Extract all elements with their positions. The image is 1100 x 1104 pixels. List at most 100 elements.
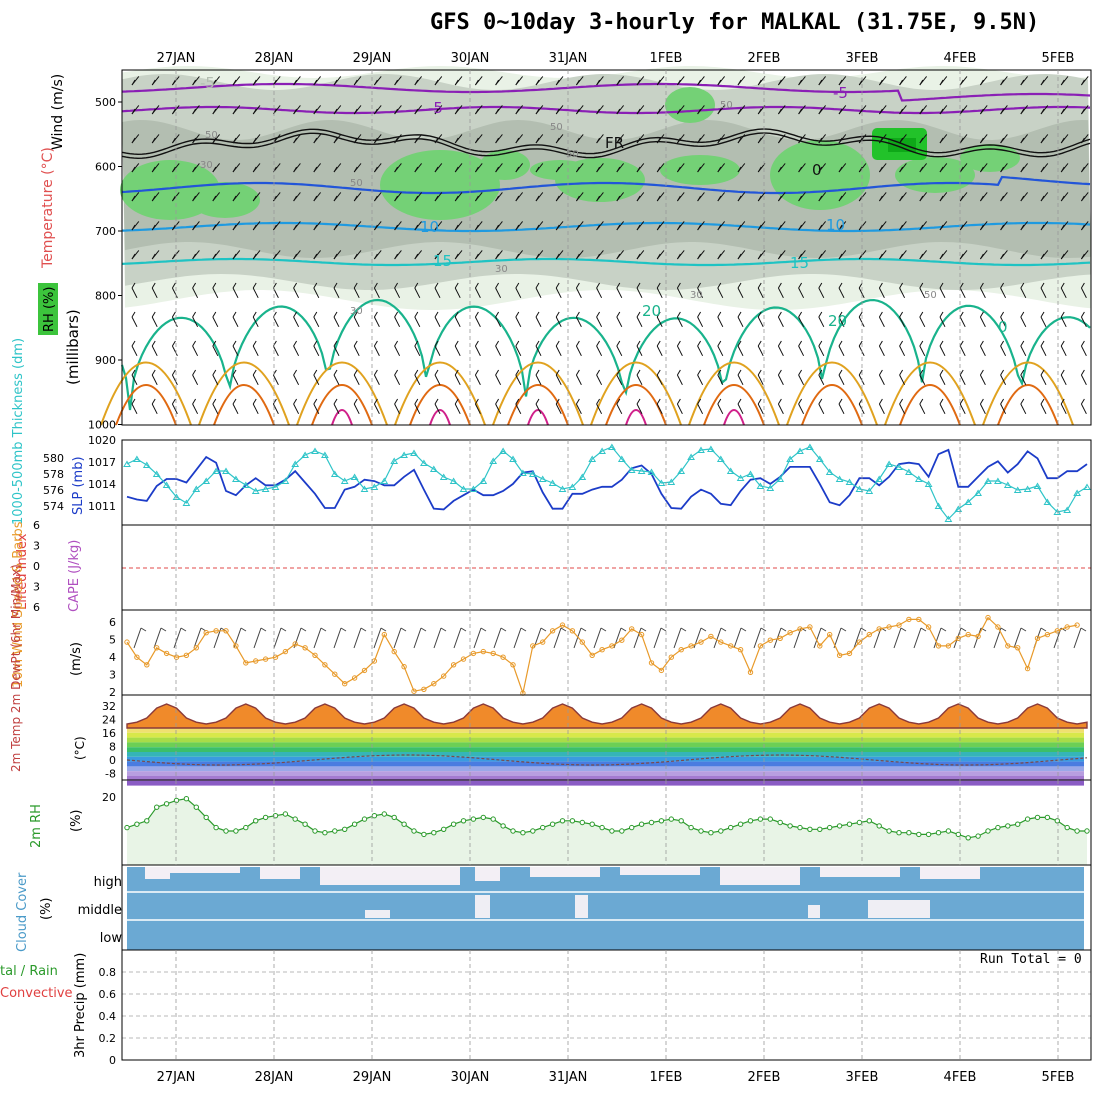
- date-label-top-5FEB: 5FEB: [1042, 51, 1075, 66]
- wind-barb: [192, 345, 199, 357]
- wind-barb-flag: [232, 253, 237, 260]
- tick-slp-1020: 1020: [88, 434, 116, 447]
- temp-color-band-5: [127, 752, 1084, 757]
- wind-barb: [474, 374, 481, 386]
- wind10-point: [678, 647, 684, 653]
- wind-barb-flag: [535, 166, 540, 173]
- wind-barb-flag: [1000, 79, 1005, 86]
- wind-barb-flag: [979, 195, 984, 202]
- rh2m-point: [708, 830, 714, 836]
- rh2m-point: [203, 814, 209, 821]
- wind-barb-flag: [313, 79, 318, 86]
- wind-barb: [1000, 316, 1007, 328]
- temp-color-band-4: [127, 747, 1084, 752]
- contour-25-5: [590, 361, 682, 426]
- wind-barb-flag: [434, 253, 439, 260]
- rh2m-point: [243, 824, 249, 831]
- wind-barb-flag: [333, 195, 338, 202]
- wind-barb-flag: [939, 398, 944, 405]
- wind-barb-flag: [151, 282, 156, 289]
- wind-barb-flag: [495, 340, 500, 347]
- wind-barb-flag: [454, 311, 459, 318]
- wind-barb-flag: [858, 311, 863, 318]
- wind-barb-flag: [171, 224, 176, 231]
- wind-barb-flag: [858, 369, 863, 376]
- wind-barb-flag: [1020, 224, 1025, 231]
- wind-barb-flag: [798, 340, 803, 347]
- wind10-point: [787, 630, 793, 636]
- wind-barb-flag: [575, 166, 580, 173]
- wind-barb-flag: [1040, 311, 1045, 318]
- wind-barb-flag: [919, 166, 924, 173]
- thickness-point: [1003, 481, 1012, 488]
- wind-barb: [394, 345, 401, 357]
- wind-barb: [293, 287, 300, 299]
- rh2m-point: [827, 824, 833, 831]
- wind-barb-flag: [777, 108, 782, 115]
- wind-barb-flag: [1060, 108, 1065, 115]
- cloud-high-clear-6: [620, 867, 700, 875]
- wind-barb: [212, 403, 219, 415]
- wind-barb-flag: [656, 108, 661, 115]
- barb10-flag: [780, 627, 787, 632]
- wind-barb-flag: [414, 398, 419, 405]
- wind-barb-flag: [515, 195, 520, 202]
- thickness-point: [617, 455, 626, 462]
- wind-barb-flag: [414, 195, 419, 202]
- wind-barb-flag: [353, 195, 358, 202]
- contour-minus5: [121, 105, 1091, 115]
- contour-label-5: 10: [826, 216, 845, 234]
- thickness-point: [261, 485, 270, 492]
- wind-barb-flag: [939, 224, 944, 231]
- tick-slp-1014: 1014: [88, 478, 116, 491]
- wind-barb-flag: [394, 224, 399, 231]
- wind-barb-flag: [899, 340, 904, 347]
- wind-barb-flag: [636, 224, 641, 231]
- rh2m-point: [629, 824, 635, 831]
- thickness-point: [964, 498, 973, 505]
- wind-barb-flag: [171, 311, 176, 318]
- wind10-point: [183, 652, 190, 658]
- wind-barb-flag: [616, 369, 621, 376]
- rh2m-point: [530, 828, 536, 834]
- barb10-flag: [960, 627, 967, 632]
- contour-label-0: -5: [200, 74, 215, 92]
- thickness-point: [301, 451, 309, 458]
- wind-barb: [353, 374, 360, 386]
- wind-barb: [636, 374, 643, 386]
- wind-barb: [959, 287, 966, 299]
- wind-barb: [656, 403, 663, 415]
- barb10-flag: [700, 627, 707, 632]
- tick-temp2m-32: 32: [102, 700, 116, 713]
- wind-barb-flag: [212, 253, 217, 260]
- barb10-flag: [240, 627, 247, 632]
- wind-barb-flag: [777, 340, 782, 347]
- wind-barb: [232, 287, 239, 299]
- wind10-point: [480, 648, 486, 655]
- wind-barb-flag: [313, 311, 318, 318]
- wind-barb: [919, 345, 926, 357]
- barb10-flag: [180, 627, 187, 632]
- wind-barb-flag: [535, 195, 540, 202]
- thickness-point: [172, 493, 181, 500]
- thickness-point: [162, 481, 171, 488]
- thickness-point: [1063, 506, 1072, 513]
- wind-barb-flag: [1020, 79, 1025, 86]
- wind-barb-flag: [717, 253, 722, 260]
- rh2m-point: [836, 823, 843, 829]
- tick-temp2m-24: 24: [102, 714, 116, 727]
- wind-barb: [171, 374, 178, 386]
- wind10-point: [1074, 622, 1080, 628]
- wind-barb-flag: [919, 253, 924, 260]
- wind-barb-flag: [959, 398, 964, 405]
- tick-li-3: 3: [33, 581, 40, 594]
- wind-barb-flag: [1000, 282, 1005, 289]
- barb10: [453, 627, 462, 649]
- ylabel-rh2m: 2m RH: [29, 804, 44, 848]
- wind-barb: [656, 287, 663, 299]
- wind-barb: [1040, 316, 1047, 328]
- contour-label-13: 50: [350, 178, 363, 189]
- wind-barb: [1060, 287, 1067, 299]
- wind-barb-flag: [313, 195, 318, 202]
- wind10-point: [549, 628, 556, 634]
